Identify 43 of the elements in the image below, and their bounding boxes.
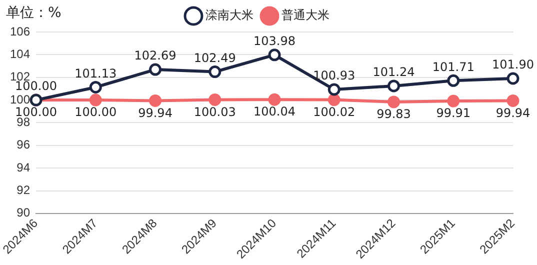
data-label: 100.00 bbox=[74, 105, 117, 120]
point bbox=[89, 94, 102, 106]
data-label: 103.98 bbox=[254, 34, 296, 48]
y-tick-label: 92 bbox=[16, 183, 30, 198]
legend-label: 普通大米 bbox=[282, 8, 330, 22]
point bbox=[506, 94, 520, 107]
point bbox=[447, 94, 460, 108]
point bbox=[208, 93, 222, 106]
y-tick-label: 100 bbox=[10, 92, 30, 106]
point bbox=[447, 74, 460, 87]
y-axis-title: 单位：% bbox=[6, 4, 62, 22]
point bbox=[268, 93, 281, 106]
y-tick-label: 106 bbox=[10, 24, 30, 38]
point bbox=[388, 96, 400, 108]
data-label: 100.93 bbox=[313, 68, 356, 83]
y-tick-label: 98 bbox=[16, 115, 30, 130]
point bbox=[328, 94, 340, 106]
data-label: 101.71 bbox=[432, 60, 474, 74]
point bbox=[149, 94, 162, 107]
point bbox=[149, 63, 162, 76]
point bbox=[506, 72, 520, 85]
legend-label: 滦南大米 bbox=[206, 8, 254, 22]
data-label: 100.03 bbox=[194, 104, 236, 119]
y-tick-label: 90 bbox=[16, 206, 30, 220]
data-label: 100.02 bbox=[313, 104, 356, 119]
y-tick-label: 104 bbox=[10, 46, 30, 61]
y-tick-label: 96 bbox=[16, 138, 30, 152]
data-label: 101.90 bbox=[492, 58, 534, 72]
point bbox=[89, 80, 102, 94]
data-label: 99.94 bbox=[496, 106, 530, 120]
point bbox=[388, 80, 400, 92]
data-label: 99.94 bbox=[138, 106, 172, 120]
data-label: 102.49 bbox=[194, 50, 236, 65]
point bbox=[268, 48, 281, 62]
point bbox=[328, 83, 340, 96]
data-label: 101.24 bbox=[372, 65, 415, 80]
data-label: 99.91 bbox=[436, 106, 471, 120]
y-tick-label: 94 bbox=[16, 160, 30, 174]
data-label: 100.04 bbox=[254, 104, 296, 119]
point bbox=[208, 66, 222, 78]
data-label: 102.69 bbox=[134, 48, 176, 63]
data-label: 99.83 bbox=[376, 107, 411, 122]
data-label: 101.13 bbox=[74, 66, 117, 80]
